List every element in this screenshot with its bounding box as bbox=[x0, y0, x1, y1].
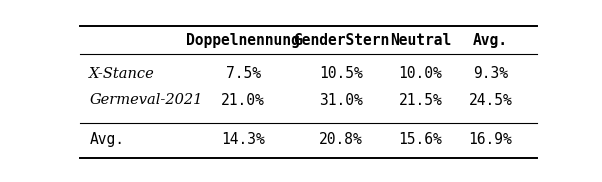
Text: 10.5%: 10.5% bbox=[319, 66, 363, 81]
Text: 15.6%: 15.6% bbox=[399, 132, 442, 147]
Text: X-Stance: X-Stance bbox=[89, 67, 155, 81]
Text: 10.0%: 10.0% bbox=[399, 66, 442, 81]
Text: 7.5%: 7.5% bbox=[226, 66, 261, 81]
Text: Doppelnennung: Doppelnennung bbox=[187, 33, 300, 48]
Text: 16.9%: 16.9% bbox=[468, 132, 512, 147]
Text: GenderStern: GenderStern bbox=[293, 33, 389, 48]
Text: 21.0%: 21.0% bbox=[222, 93, 265, 108]
Text: 24.5%: 24.5% bbox=[468, 93, 512, 108]
Text: 9.3%: 9.3% bbox=[473, 66, 508, 81]
Text: 21.5%: 21.5% bbox=[399, 93, 442, 108]
Text: Avg.: Avg. bbox=[473, 33, 508, 48]
Text: 31.0%: 31.0% bbox=[319, 93, 363, 108]
Text: 14.3%: 14.3% bbox=[222, 132, 265, 147]
Text: 20.8%: 20.8% bbox=[319, 132, 363, 147]
Text: Avg.: Avg. bbox=[89, 132, 124, 147]
Text: Neutral: Neutral bbox=[390, 33, 451, 48]
Text: Germeval-2021: Germeval-2021 bbox=[89, 93, 203, 107]
